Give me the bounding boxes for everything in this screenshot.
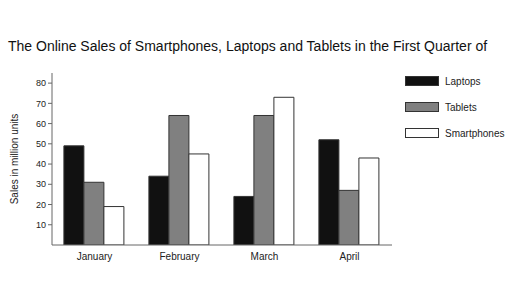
svg-text:Sales in million units: Sales in million units [9, 114, 20, 205]
svg-text:50: 50 [36, 139, 46, 149]
svg-text:40: 40 [36, 159, 46, 169]
svg-text:January: January [77, 251, 113, 262]
svg-text:April: April [339, 251, 359, 262]
html-text:Tablets: Tablets [445, 101, 477, 113]
svg-text:80: 80 [36, 78, 46, 88]
svg-text:February: February [159, 251, 199, 262]
svg-text:70: 70 [36, 99, 46, 109]
html-text:Laptops: Laptops [445, 75, 481, 87]
svg-text:March: March [251, 251, 279, 262]
html-text:The Online Sales of Smartphone: The Online Sales of Smartphones, Laptops… [8, 38, 488, 54]
html-text:Smartphones: Smartphones [445, 127, 505, 139]
svg-text:30: 30 [36, 179, 46, 189]
svg-text:60: 60 [36, 119, 46, 129]
svg-text:10: 10 [36, 220, 46, 230]
svg-text:20: 20 [36, 200, 46, 210]
